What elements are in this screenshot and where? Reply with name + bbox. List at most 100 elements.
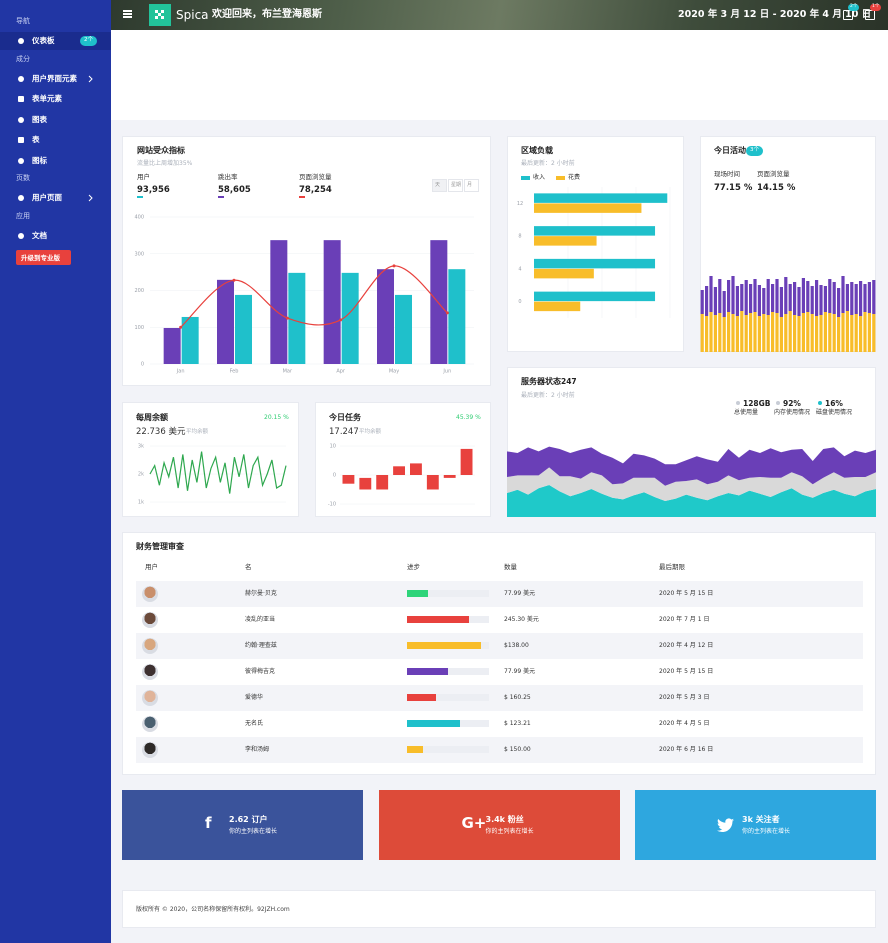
logo-mark: [161, 16, 164, 19]
nav-label: 用户页面: [32, 193, 62, 202]
chevron: [88, 194, 93, 202]
card-subtitle: 流量比上周增加35%: [137, 160, 193, 167]
tasks-card: 今日任务 45.39 % 17.247 平均余额: [315, 402, 491, 517]
column-header: 名: [245, 563, 252, 571]
progress-fill: [407, 668, 448, 675]
social-icon: G+: [461, 814, 487, 832]
top-bar: Spica 欢迎回来，布兰登海恩斯 2020 年 3 月 12 日 - 2020 年…: [111, 0, 888, 30]
nav-item[interactable]: 文档: [0, 227, 111, 245]
progress-track: [407, 746, 489, 753]
column-header: 进步: [407, 563, 420, 571]
social-subtitle: 你的主列表在增长: [229, 828, 278, 835]
progress-track: [407, 694, 489, 701]
amount: 77.99 美元: [504, 668, 536, 675]
logo-mark: [161, 10, 164, 13]
stat-label: 内存使用情况: [774, 409, 811, 416]
progress-fill: [407, 590, 428, 597]
legend-swatch: [556, 176, 565, 180]
card-subtitle: 最后更新：2 小时前: [521, 160, 575, 167]
stat-label: 页面浏览量: [757, 170, 790, 178]
user-name: 赫尔曼·贝克: [245, 590, 277, 597]
toggle[interactable]: [464, 179, 479, 192]
toggle[interactable]: [432, 179, 447, 192]
social-icon: [717, 818, 734, 833]
table-row: 李和汤姆 $ 150.00 2020 年 6 月 16 日: [136, 737, 863, 763]
table-row: 爱德华 $ 160.25 2020 年 5 月 3 日: [136, 685, 863, 711]
legend-swatch: [521, 176, 530, 180]
avatar: [142, 612, 158, 628]
section-title: 应用: [16, 211, 30, 220]
footer-text: 版权所有 © 2020，公司名称保留所有权利。92JZH.com: [136, 906, 290, 913]
nav-item[interactable]: 图表: [0, 111, 111, 129]
stat-underline: [137, 196, 143, 198]
nav-item[interactable]: 用户页面: [0, 189, 111, 207]
nav-icon: [18, 232, 24, 239]
nav-item[interactable]: 用户界面元素: [0, 70, 111, 88]
legend-label: 花费: [568, 174, 581, 181]
deadline: 2020 年 4 月 5 日: [659, 720, 710, 727]
nav-label: 表: [32, 135, 40, 144]
nav-icon: [18, 137, 24, 143]
change: 20.15 %: [264, 414, 289, 421]
user-name: 无名氏: [245, 720, 264, 727]
toggle-label: 星期: [451, 182, 462, 188]
avatar: [142, 716, 158, 732]
stat-value: 16%: [825, 399, 843, 408]
nav-badge: 2个: [80, 36, 97, 46]
header-band: [111, 30, 888, 120]
social-card: f 2.62 订户 你的主列表在增长: [122, 790, 363, 860]
header-icon[interactable]: [865, 10, 875, 20]
amount: $ 123.21: [504, 720, 531, 727]
stat-value: 77.15 %: [714, 183, 753, 193]
social-icon: f: [205, 814, 212, 832]
social-title: 3k 关注者: [742, 815, 780, 824]
nav-item[interactable]: 图标: [0, 152, 111, 170]
nav-icon: [18, 157, 24, 164]
avatar: [142, 742, 158, 758]
social-card: G+ 3.4k 粉丝 你的主列表在增长: [378, 790, 620, 860]
toggle-label: 天: [435, 182, 441, 188]
user-name: 约翰·理查兹: [245, 642, 277, 649]
stat-underline: [218, 196, 224, 198]
deadline: 2020 年 4 月 12 日: [659, 642, 714, 649]
deadline: 2020 年 7 月 1 日: [659, 616, 710, 623]
weekly-card: 每周余额 20.15 % 22.736 美元 平均余额: [122, 402, 299, 517]
deadline: 2020 年 6 月 16 日: [659, 746, 714, 753]
social-title: 3.4k 粉丝: [485, 815, 524, 824]
nav-icon: [18, 75, 24, 82]
avatar: [142, 638, 158, 654]
activity-badge: 3个: [746, 146, 763, 156]
amount: $ 160.25: [504, 694, 531, 701]
legend-label: 收入: [533, 174, 546, 181]
section-title: 导航: [16, 17, 30, 25]
nav-item[interactable]: 表单元素: [0, 90, 111, 108]
progress-fill: [407, 616, 469, 623]
nav-label: 表单元素: [32, 94, 62, 103]
nav-item[interactable]: 表: [0, 131, 111, 149]
welcome: 欢迎回来，布兰登海恩斯: [212, 9, 322, 20]
date-range: 2020 年 3 月 12 日 - 2020 年 4 月 10 日: [678, 9, 872, 20]
nav-icon: [18, 38, 24, 44]
user-name: 李和汤姆: [245, 746, 270, 753]
amount: $138.00: [504, 642, 529, 649]
header-icon[interactable]: [843, 10, 853, 20]
brand: Spica: [176, 8, 209, 22]
sidebar: 导航 仪表板 2个 成分 用户界面元素 表单元素 图表表图标 页数 用户页面 应用 文档 升级到专业版: [0, 0, 111, 943]
amount-label: 平均余额: [186, 429, 209, 435]
deadline: 2020 年 5 月 3 日: [659, 694, 710, 701]
nav-item[interactable]: 仪表板 2个: [0, 32, 111, 50]
column-header: 用户: [145, 563, 158, 571]
stat-label: 总使用量: [734, 409, 759, 416]
nav-label: 图标: [32, 155, 47, 165]
section-title: 成分: [16, 54, 30, 63]
toggle[interactable]: [448, 179, 463, 192]
server-count: 247: [561, 377, 577, 386]
region-card: 区域负载 最后更新：2 小时前 收入 花费: [507, 136, 684, 352]
chevron-line: [88, 194, 93, 202]
chevron: [88, 75, 93, 82]
activity-card: 今日活动 3个 现场时间 77.15 % 页面浏览量 14.15 %: [700, 136, 876, 352]
nav-icon: [18, 195, 24, 201]
column-header: 数量: [504, 563, 517, 571]
upgrade-button[interactable]: [16, 250, 71, 265]
